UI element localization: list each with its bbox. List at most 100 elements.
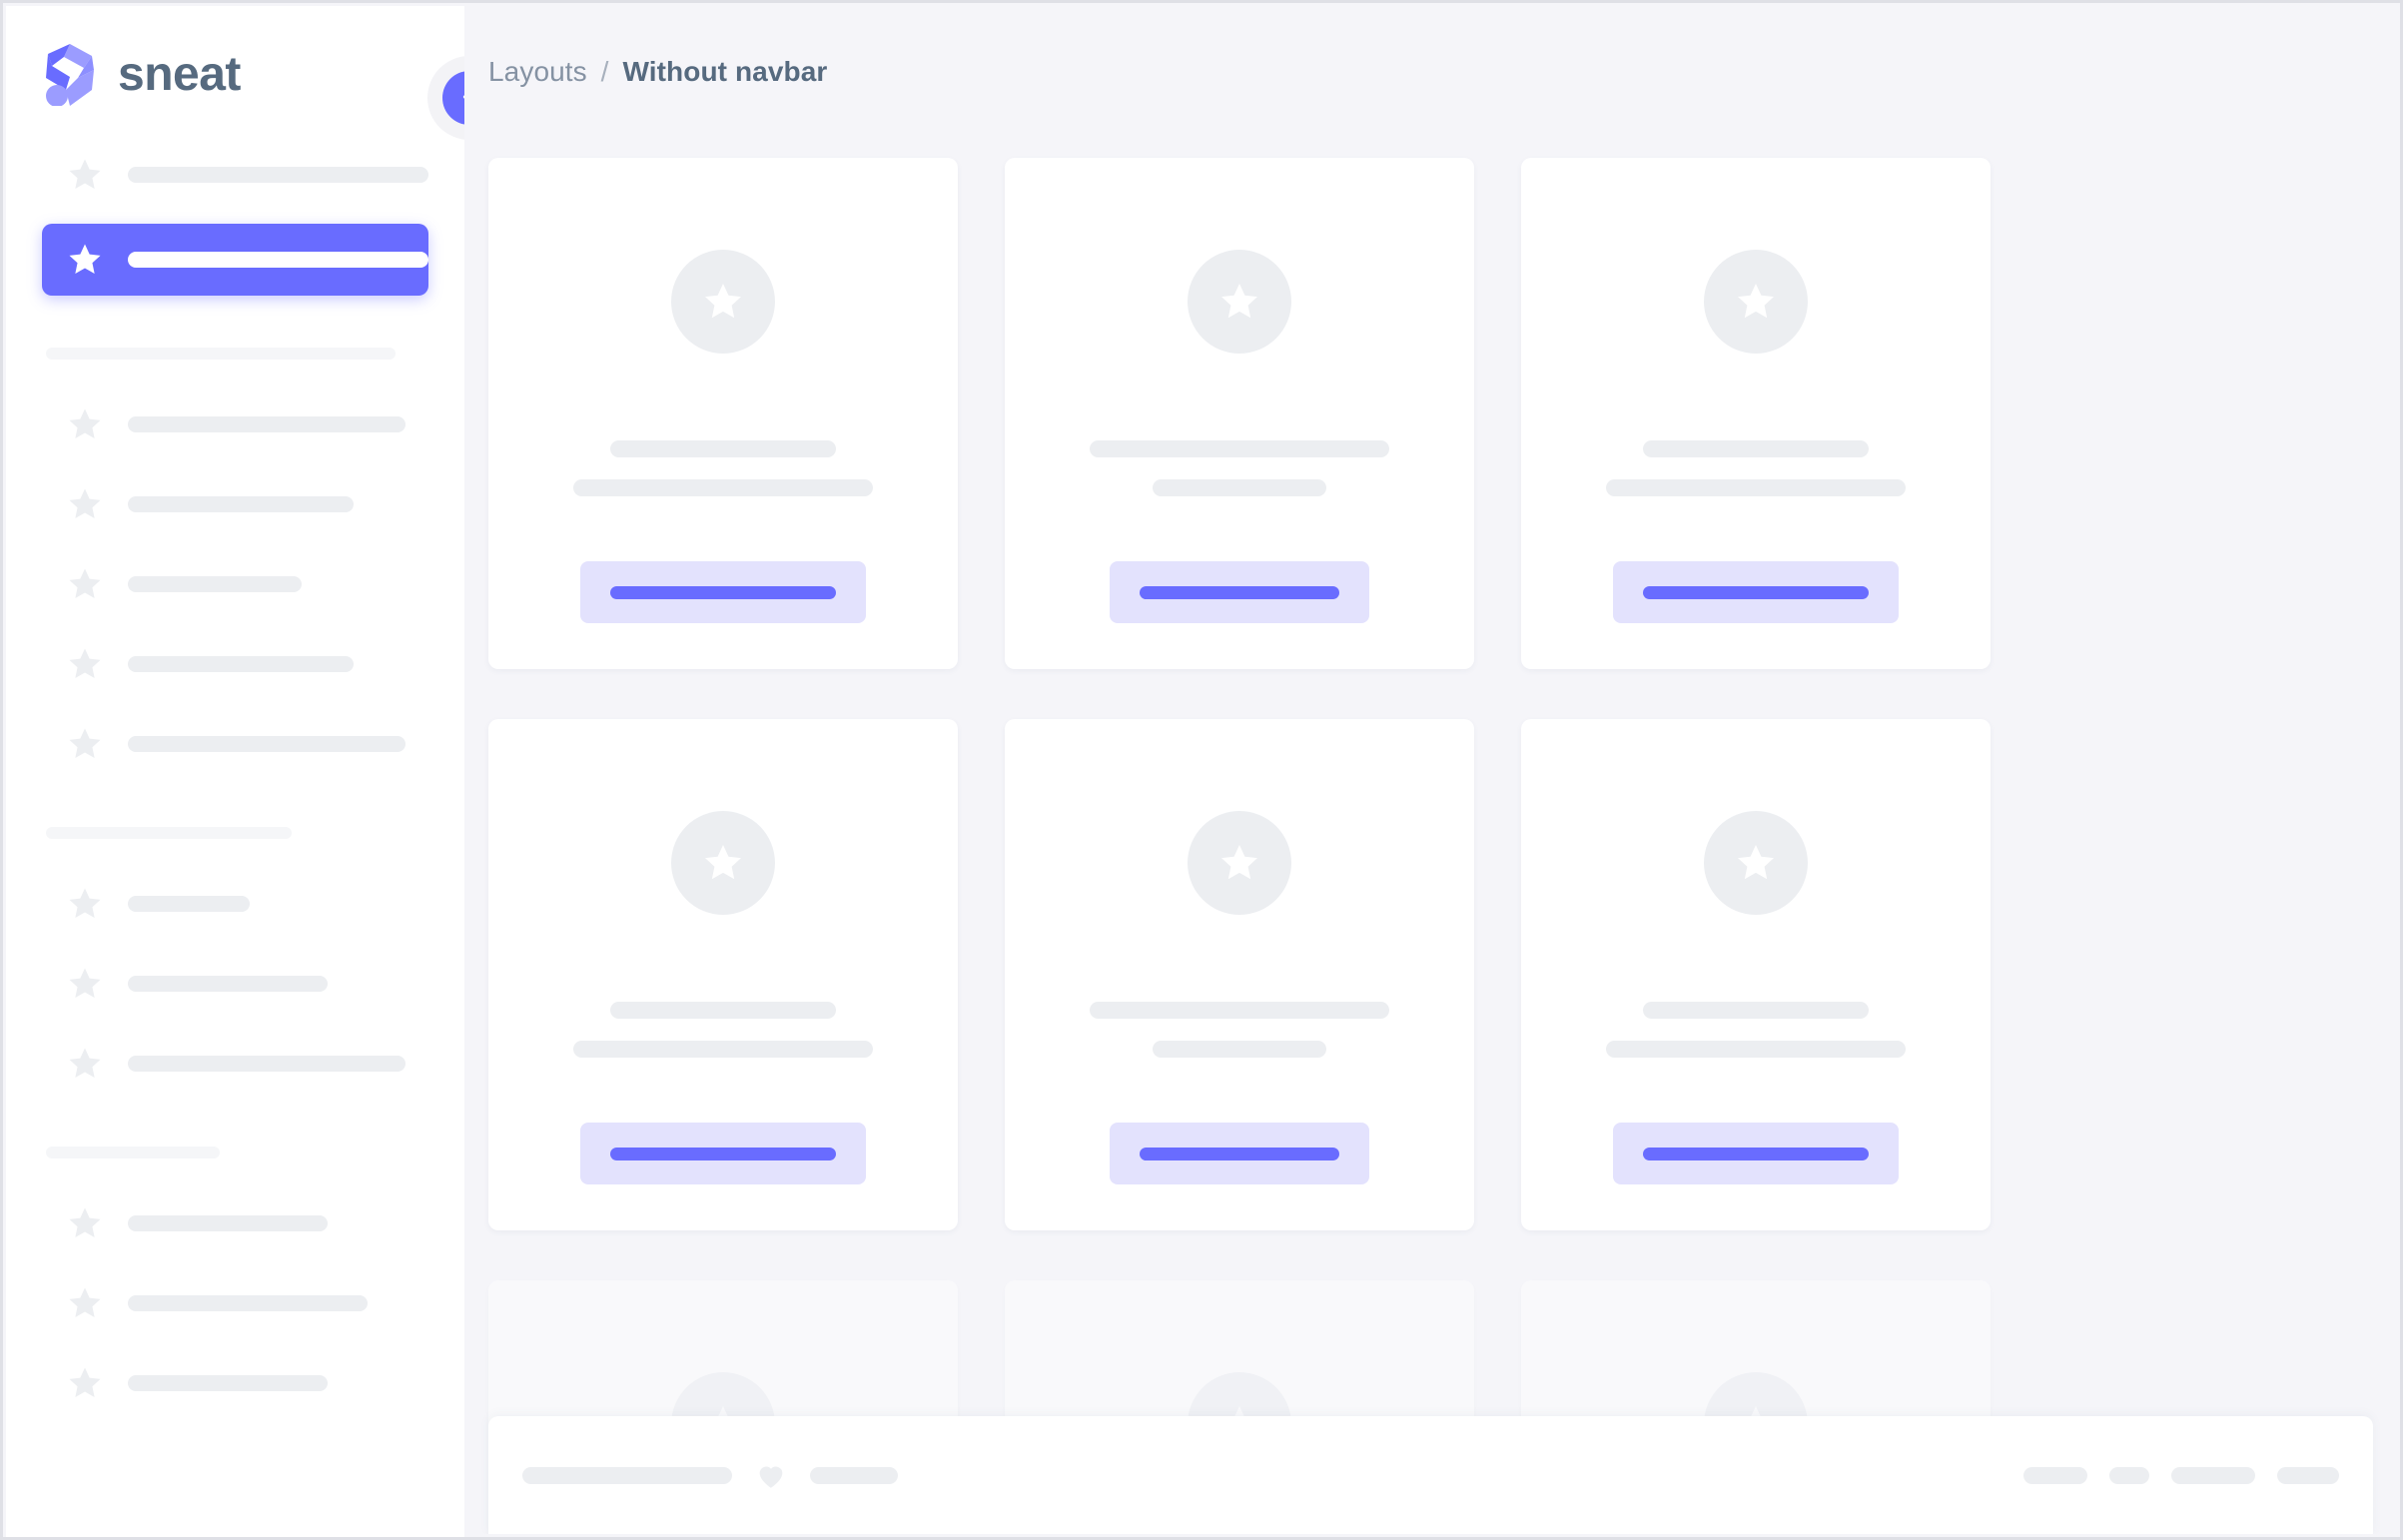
card-avatar xyxy=(671,250,775,354)
footer-bar xyxy=(488,1416,2373,1534)
card-action-button[interactable] xyxy=(1110,561,1369,623)
menu-section-divider xyxy=(46,348,396,360)
sidebar-item-active[interactable] xyxy=(42,224,428,296)
menu-spacer xyxy=(6,615,464,633)
menu-spacer xyxy=(6,455,464,473)
content-card[interactable] xyxy=(1521,158,1991,669)
card-action-button[interactable] xyxy=(1110,1123,1369,1184)
menu-spacer xyxy=(6,1334,464,1352)
sidebar-item-label-placeholder xyxy=(128,976,328,992)
star-icon xyxy=(1734,841,1778,885)
star-icon xyxy=(701,280,745,324)
breadcrumb: Layouts / Without navbar xyxy=(488,56,827,88)
menu-spacer xyxy=(6,206,464,224)
sidebar-item[interactable] xyxy=(42,1192,428,1254)
content-card[interactable] xyxy=(1005,719,1474,1230)
card-action-label-placeholder xyxy=(1140,585,1339,599)
sidebar-item[interactable] xyxy=(42,713,428,775)
menu-spacer xyxy=(6,1254,464,1272)
star-icon xyxy=(66,1364,104,1402)
sidebar-item[interactable] xyxy=(42,873,428,935)
sidebar-item-label-placeholder xyxy=(128,167,428,183)
star-icon xyxy=(66,725,104,763)
sidebar-item-label-placeholder xyxy=(128,1375,328,1391)
sidebar-item[interactable] xyxy=(42,553,428,615)
sidebar-item-label-placeholder xyxy=(128,1056,405,1072)
card-subtitle-placeholder xyxy=(1606,479,1906,496)
card-title-placeholder xyxy=(1643,440,1869,457)
sidebar-item[interactable] xyxy=(42,144,428,206)
menu-spacer xyxy=(6,535,464,553)
sidebar-item[interactable] xyxy=(42,473,428,535)
sidebar-item[interactable] xyxy=(42,393,428,455)
sidebar-item-label-placeholder xyxy=(128,896,250,912)
sidebar-item-label-placeholder xyxy=(128,576,302,592)
card-action-button[interactable] xyxy=(580,561,866,623)
footer-text-placeholder[interactable] xyxy=(2171,1466,2255,1484)
sidebar-item[interactable] xyxy=(42,953,428,1015)
menu-spacer xyxy=(6,1158,464,1192)
card-grid xyxy=(488,158,2362,1534)
star-icon xyxy=(66,645,104,683)
menu-spacer xyxy=(6,296,464,348)
card-action-button[interactable] xyxy=(1613,1123,1899,1184)
chevron-left-icon xyxy=(456,84,464,113)
sidebar-item-label-placeholder xyxy=(128,416,405,432)
content-card[interactable] xyxy=(488,158,958,669)
star-icon xyxy=(1217,280,1261,324)
content-card[interactable] xyxy=(1521,719,1991,1230)
footer-left-group xyxy=(522,1458,898,1492)
card-action-button[interactable] xyxy=(580,1123,866,1184)
sidebar-item[interactable] xyxy=(42,1272,428,1334)
footer-text-placeholder xyxy=(810,1466,898,1484)
content-card[interactable] xyxy=(1005,158,1474,669)
star-icon xyxy=(66,885,104,923)
card-title-placeholder xyxy=(1090,1002,1389,1019)
sidebar-item-label-placeholder xyxy=(128,496,354,512)
sidebar-item[interactable] xyxy=(42,1352,428,1414)
brand[interactable]: sneat xyxy=(44,44,241,107)
star-icon xyxy=(66,1045,104,1083)
card-subtitle-placeholder xyxy=(1606,1041,1906,1058)
menu-section-divider xyxy=(46,827,292,839)
star-icon xyxy=(1734,280,1778,324)
menu-spacer xyxy=(6,360,464,393)
sidebar-item[interactable] xyxy=(42,633,428,695)
menu-spacer xyxy=(6,1095,464,1147)
menu-spacer xyxy=(6,1015,464,1033)
card-avatar xyxy=(1188,811,1291,915)
breadcrumb-parent[interactable]: Layouts xyxy=(488,56,587,87)
star-icon xyxy=(66,1204,104,1242)
card-title-placeholder xyxy=(610,440,836,457)
content-area: Layouts / Without navbar xyxy=(464,6,2397,1534)
brand-name: sneat xyxy=(118,48,241,101)
card-action-label-placeholder xyxy=(610,585,836,599)
footer-text-placeholder xyxy=(522,1466,732,1484)
sidebar-collapse-button[interactable] xyxy=(442,71,464,125)
footer-text-placeholder[interactable] xyxy=(2277,1466,2339,1484)
star-icon xyxy=(66,1284,104,1322)
card-title-placeholder xyxy=(1643,1002,1869,1019)
star-icon xyxy=(66,405,104,443)
footer-text-placeholder[interactable] xyxy=(2109,1466,2149,1484)
heart-icon xyxy=(754,1458,788,1492)
card-title-placeholder xyxy=(610,1002,836,1019)
content-card[interactable] xyxy=(488,719,958,1230)
card-action-label-placeholder xyxy=(1140,1147,1339,1160)
star-icon xyxy=(1217,841,1261,885)
sneat-s-logo-icon xyxy=(44,44,96,107)
menu-spacer xyxy=(6,935,464,953)
menu-spacer xyxy=(6,775,464,827)
card-title-placeholder xyxy=(1090,440,1389,457)
card-subtitle-placeholder xyxy=(573,479,873,496)
card-avatar xyxy=(1704,811,1808,915)
card-action-button[interactable] xyxy=(1613,561,1899,623)
card-avatar xyxy=(1704,250,1808,354)
menu-spacer xyxy=(6,839,464,873)
footer-text-placeholder[interactable] xyxy=(2023,1466,2087,1484)
star-icon xyxy=(66,156,104,194)
menu-spacer xyxy=(6,695,464,713)
sidebar-item[interactable] xyxy=(42,1033,428,1095)
sidebar: sneat xyxy=(6,6,464,1537)
